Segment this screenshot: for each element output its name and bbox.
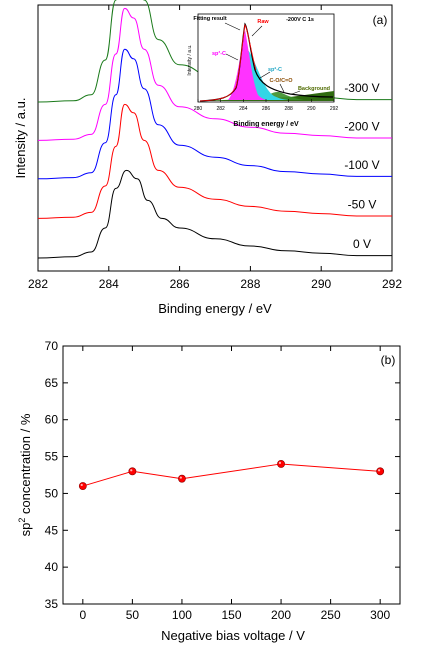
panel-a-x-tick-label: 292 [382,277,402,291]
panel-a-x-ticks: 282 284 286 288 290 292 [28,5,402,291]
panel-a-y-axis-label: Intensity / a.u. [13,98,28,179]
panel-a-series-labels: 0 V -50 V -100 V -200 V -300 V [344,81,379,251]
panel-b-x-tick-label: 200 [271,608,291,622]
panel-b-y-axis-label-pre: sp [18,523,33,537]
inset-annotation-lines [224,22,301,95]
panel-a-x-tick-label: 286 [170,277,190,291]
inset-x-tick-label: 280 [194,106,203,112]
panel-b-data-point [178,474,186,483]
panel-b-y-tick-label: 35 [45,597,59,611]
inset-x-tick-label: 288 [284,106,293,112]
inset-label-background: Background [298,86,330,92]
panel-a-x-tick-label: 282 [28,277,48,291]
inset-label-raw: Raw [257,19,269,25]
panel-b-ticks: 0 50 100 150 200 250 300 35 40 45 50 55 60 65 70 [45,339,400,622]
panel-b-y-tick-label: 40 [45,560,59,574]
panel-b-y-tick-label: 70 [45,339,59,353]
panel-b-data-point-highlight [80,483,83,487]
inset-x-ticks: 280 282 284 286 288 290 292 [194,99,339,112]
panel-b-x-axis-label: Negative bias voltage / V [161,628,305,643]
inset-title: -200V C 1s [286,17,314,23]
panel-a-series-label: -50 V [348,197,377,211]
inset-x-axis-label: Binding energy / eV [233,121,299,128]
panel-b-data-point-highlight [130,469,133,472]
panel-a-series-line [37,7,392,141]
panel-b-x-tick-label: 300 [370,608,390,622]
inset-raw-curve [199,23,257,102]
panel-a-x-axis-label: Binding energy / eV [158,301,272,316]
inset-label-fitting: Fitting result [193,16,226,22]
panel-a-series-line [37,48,392,180]
panel-b-x-tick-label: 150 [221,608,241,622]
inset-y-axis-label: Intensity / a.u. [187,44,193,75]
inset-x-tick-label: 290 [307,106,316,112]
panel-b-data-point-highlight [278,461,282,464]
panel-a-series-label: -300 V [344,81,379,95]
panel-a-series-label: 0 V [353,237,371,251]
panel-b-data-point [78,482,87,490]
panel-a-series-label: -200 V [344,119,379,133]
panel-b-data-point [277,460,285,468]
panel-b-label: (b) [381,353,396,367]
inset-label-sp2: sp²-C [268,66,282,73]
inset-label-co: C-O/C=O [269,78,293,84]
panel-a-series-line [37,169,392,259]
panel-b-x-tick-label: 250 [321,608,341,622]
panel-a-series-line [37,103,392,219]
inset-x-tick-label: 282 [216,106,225,112]
panel-a-label: (a) [373,13,388,27]
panel-a-x-tick-label: 288 [240,277,260,291]
panel-b-y-tick-label: 45 [45,523,59,537]
inset-x-tick-label: 286 [262,106,271,112]
panel-a-x-tick-label: 290 [311,277,331,291]
inset-background-fill [198,91,334,101]
panel-b-data-point [128,467,137,476]
panel-b-x-tick-label: 50 [126,608,140,622]
panel-b-x-tick-label: 100 [172,608,192,622]
inset-plot: -200V C 1s Fitting result Raw sp³-C sp²-… [187,13,339,128]
panel-a-x-tick-label: 284 [99,277,119,291]
panel-a: 282 284 286 288 290 292 0 V-50 V-100 V-200 V-… [13,0,402,316]
inset-x-tick-label: 284 [239,106,248,112]
inset-label-sp3: sp³-C [212,50,226,57]
panel-b-series-line [82,463,381,487]
panel-b-data-point-highlight [179,476,182,479]
panel-b-y-axis-label-post: concentration / % [18,413,33,517]
panel-b-y-tick-label: 50 [45,486,59,500]
panel-b-y-tick-label: 55 [45,450,59,464]
panel-b-frame [62,345,401,605]
panel-b-y-tick-label: 65 [45,376,59,390]
inset-sp3-peak [228,30,268,100]
panel-b-data-point [376,467,385,476]
panel-b-data-point-highlight [377,469,381,472]
panel-a-series-label: -100 V [344,158,379,172]
panel-a-series [37,0,392,259]
panel-b-x-tick-label: 0 [79,608,86,622]
panel-b-y-axis-label: sp2 concentration / % [17,413,33,536]
inset-x-tick-label: 292 [330,106,339,112]
panel-b: 0 50 100 150 200 250 300 35 40 45 50 55 60 65 70 (b) N… [17,339,401,643]
panel-b-y-axis-label-sup: 2 [17,518,27,523]
panel-b-markers [78,460,385,490]
panel-b-y-tick-label: 60 [45,413,59,427]
